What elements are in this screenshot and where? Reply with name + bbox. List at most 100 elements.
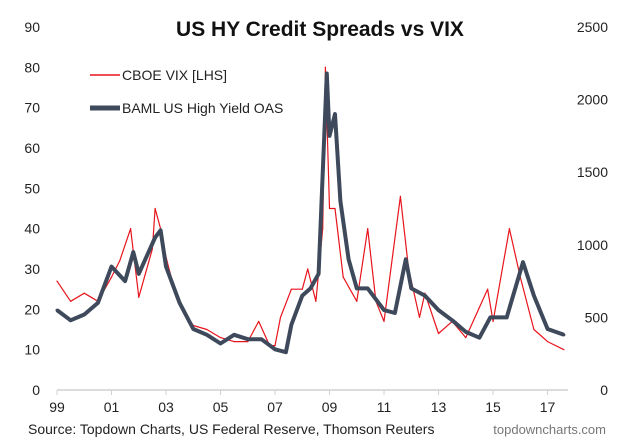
oas-point — [477, 336, 481, 340]
y-right-tick-label: 1000 — [577, 237, 608, 253]
vix-point — [533, 328, 535, 331]
oas-point — [333, 112, 337, 116]
vix-point — [328, 207, 331, 210]
y-right-tick-label: 2500 — [577, 19, 608, 35]
oas-point — [82, 312, 86, 316]
y-left-tick-label: 60 — [24, 140, 40, 156]
oas-point — [153, 236, 157, 240]
oas-point — [284, 350, 288, 354]
y-left-tick-label: 80 — [24, 59, 40, 75]
oas-point — [521, 260, 525, 264]
vix-point — [129, 228, 132, 230]
vix-point — [154, 207, 156, 210]
x-tick-label: 05 — [213, 399, 229, 415]
vix-point — [418, 316, 421, 318]
y-left-tick-label: 70 — [24, 100, 40, 116]
vix-point — [437, 332, 440, 335]
chart-title: US HY Credit Spreads vs VIX — [176, 18, 464, 41]
y-left-tick-label: 10 — [24, 342, 40, 358]
plot-area — [55, 66, 566, 355]
vix-point — [138, 296, 140, 298]
vix-point — [247, 341, 249, 343]
source-note: Source: Topdown Charts, US Federal Reser… — [28, 421, 434, 437]
x-tick-label: 03 — [158, 399, 174, 415]
y-left-tick-label: 0 — [32, 382, 40, 398]
oas-point — [110, 265, 114, 269]
oas-point — [404, 257, 408, 261]
vix-point — [492, 320, 494, 323]
vix-point — [334, 207, 336, 210]
x-tick-label: 07 — [267, 399, 283, 415]
oas-point — [328, 134, 332, 138]
oas-point — [532, 294, 536, 298]
y-left-tick-label: 90 — [24, 19, 40, 35]
vix-point — [383, 320, 385, 323]
vix-point — [219, 336, 222, 339]
x-tick-label: 01 — [104, 399, 120, 415]
y-left-tick-label: 20 — [24, 301, 40, 317]
oas-point — [55, 308, 59, 312]
vix-point — [70, 300, 72, 302]
left-axis: 0 10 20 30 40 50 60 70 80 90 — [24, 19, 40, 398]
oas-point — [355, 286, 359, 290]
watermark: topdowncharts.com — [493, 422, 606, 437]
oas-point — [546, 327, 550, 331]
vix-point — [301, 288, 303, 290]
vix-point — [546, 341, 549, 343]
y-right-tick-label: 0 — [600, 382, 608, 398]
oas-point — [505, 315, 509, 319]
vix-point — [315, 300, 317, 302]
oas-point — [246, 337, 250, 341]
vix-point — [356, 300, 358, 302]
oas-point — [137, 272, 141, 276]
x-tick-label: 15 — [485, 399, 501, 415]
oas-point — [347, 257, 351, 261]
oas-point — [308, 286, 312, 290]
oas-point — [382, 308, 386, 312]
series-line-oas — [55, 71, 565, 355]
vix-point — [508, 228, 511, 230]
vix-point — [110, 276, 113, 278]
x-tick-label: 09 — [322, 399, 338, 415]
vix-point — [307, 268, 309, 270]
vix-point — [290, 288, 292, 290]
vix-point — [83, 292, 85, 294]
oas-point — [178, 301, 182, 305]
vix-point — [563, 349, 565, 351]
oas-point — [219, 342, 223, 346]
x-tick-label: 11 — [377, 399, 392, 415]
right-axis: 0 500 1000 1500 2000 2500 — [577, 19, 608, 398]
vix-point — [367, 228, 369, 230]
oas-point — [259, 337, 263, 341]
vix-point — [324, 66, 327, 68]
oas-point — [300, 294, 304, 298]
oas-point — [450, 318, 454, 322]
oas-point — [423, 294, 427, 298]
x-tick-label: 99 — [49, 399, 65, 415]
oas-point — [191, 327, 195, 331]
y-left-tick-label: 40 — [24, 221, 40, 237]
oas-point — [488, 315, 492, 319]
legend-label-vix: CBOE VIX [LHS] — [122, 67, 227, 83]
vix-point — [487, 288, 489, 290]
vix-point — [465, 336, 467, 339]
oas-point — [317, 272, 321, 276]
x-axis: 99 01 03 05 07 09 11 13 15 17 — [49, 389, 568, 415]
legend: CBOE VIX [LHS] BAML US High Yield OAS — [90, 67, 283, 116]
vix-point — [274, 345, 276, 347]
oas-point — [232, 333, 236, 337]
vix-point — [56, 280, 58, 282]
legend-label-oas: BAML US High Yield OAS — [122, 100, 283, 116]
oas-point — [562, 333, 566, 337]
vix-point — [258, 320, 260, 323]
vix-point — [279, 316, 282, 318]
vix-point — [342, 276, 344, 278]
y-right-tick-label: 500 — [585, 309, 609, 325]
oas-point — [437, 308, 441, 312]
vix-point — [233, 341, 235, 343]
oas-point — [69, 318, 73, 322]
oas-point — [273, 347, 277, 351]
y-left-tick-label: 30 — [24, 261, 40, 277]
y-right-tick-label: 2000 — [577, 92, 608, 108]
